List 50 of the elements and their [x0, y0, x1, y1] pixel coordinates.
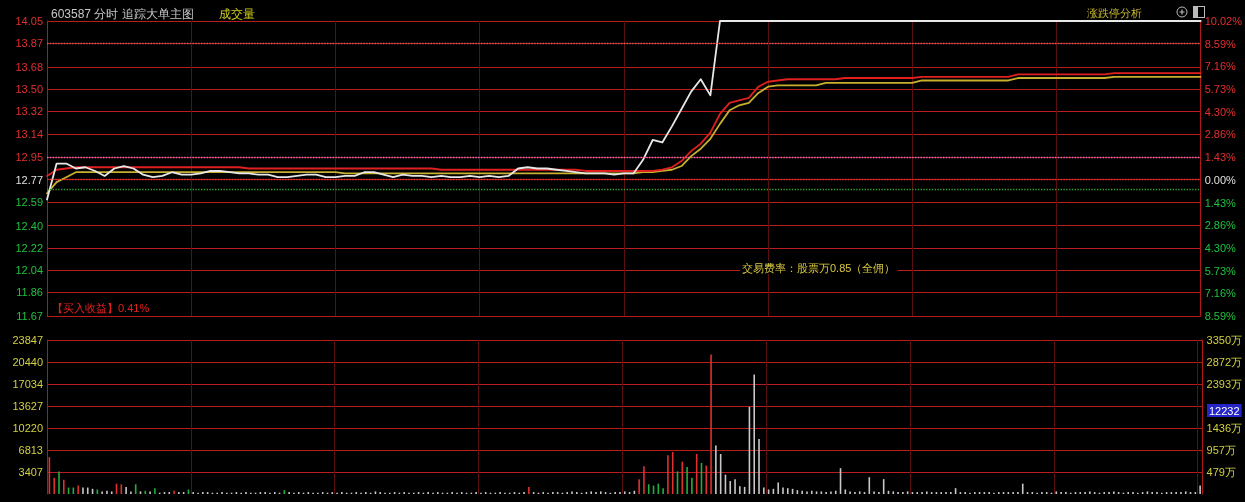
- annotation: 【买入收益】0.41%: [52, 301, 150, 314]
- y2-tick-label: 0.00%: [1204, 173, 1237, 186]
- text: 12232: [1209, 404, 1240, 417]
- y2-tick-label: 957万: [1206, 444, 1236, 457]
- y2-tick-label: 1.43%: [1204, 151, 1237, 164]
- y-tick-label: 12.77: [15, 173, 43, 186]
- y-tick-label: 12.59: [15, 195, 43, 208]
- y2-tick-label: 2872万: [1206, 355, 1243, 368]
- y2-tick-label: 2.86%: [1204, 219, 1237, 232]
- y-tick-label: 23847: [12, 334, 43, 346]
- y-tick-label: 20440: [12, 356, 43, 368]
- y-tick-label: 11.86: [16, 286, 43, 299]
- y-tick-label: 3407: [18, 466, 43, 478]
- annotation: 交易费率：股票万0.85（全佣）: [742, 261, 896, 274]
- y2-tick-label: 7.16%: [1204, 287, 1237, 300]
- y-tick-label: 13.68: [15, 60, 43, 73]
- y-tick-label: 10220: [12, 422, 43, 434]
- y-tick-label: 17034: [12, 378, 43, 390]
- y-tick-label: 12.04: [15, 264, 43, 277]
- line-series: [46, 20, 1202, 201]
- y-tick-label: 12.40: [15, 219, 43, 232]
- y2-tick-label: 5.73%: [1204, 264, 1237, 277]
- y2-tick-label: 5.73%: [1204, 83, 1237, 95]
- y2-tick-label: 4.30%: [1204, 242, 1237, 254]
- y-tick-label: 13627: [12, 400, 43, 412]
- y2-tick-label: 1436万: [1206, 421, 1243, 434]
- y2-tick-label: 8.59%: [1204, 37, 1237, 50]
- y-tick-label: 11.67: [16, 310, 43, 322]
- y-tick-label: 13.14: [15, 127, 43, 140]
- line-series: [46, 75, 1202, 195]
- y-tick-label: 12.22: [15, 241, 43, 254]
- y2-tick-label: 10.02%: [1204, 15, 1243, 27]
- y2-tick-label: 2393万: [1206, 377, 1243, 390]
- y2-tick-label: 2.86%: [1204, 128, 1237, 141]
- y-tick-label: 13.32: [15, 105, 43, 118]
- chart-title: 603587 分时 追踪大单主图: [51, 7, 194, 21]
- y-tick-label: 14.05: [15, 15, 43, 27]
- y2-tick-label: 4.30%: [1204, 105, 1237, 118]
- text: 涨跌停分析: [1087, 6, 1142, 19]
- chart-subtitle: 成交量: [219, 7, 255, 21]
- y2-tick-label: 7.16%: [1204, 60, 1237, 73]
- y2-tick-label: 1.43%: [1204, 196, 1237, 209]
- y-tick-label: 13.50: [15, 83, 43, 96]
- y2-tick-label: 3350万: [1206, 334, 1243, 346]
- line-series: [46, 72, 1202, 177]
- y2-tick-label: 479万: [1206, 465, 1236, 478]
- y-tick-label: 13.87: [15, 37, 43, 50]
- y2-tick-label: 8.59%: [1204, 310, 1237, 322]
- y-tick-label: 12.95: [15, 151, 43, 164]
- y-tick-label: 6813: [18, 444, 43, 456]
